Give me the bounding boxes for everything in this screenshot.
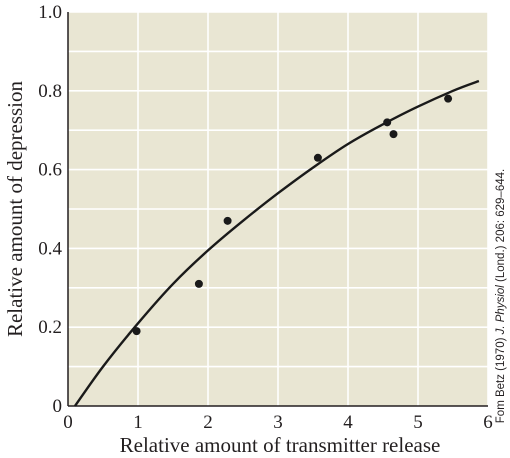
- data-point: [389, 130, 398, 139]
- data-point: [132, 327, 141, 336]
- x-tick-label: 2: [203, 412, 213, 433]
- data-point: [313, 153, 322, 162]
- x-tick-label: 1: [133, 412, 143, 433]
- y-tick-label: 0.2: [38, 317, 62, 338]
- x-tick-label: 5: [413, 412, 423, 433]
- y-tick-label: 0.6: [38, 160, 62, 181]
- x-tick-label: 4: [343, 412, 353, 433]
- x-axis-label: Relative amount of transmitter release: [120, 433, 441, 457]
- credit-suffix: (Lond.) 206: 629–644.: [495, 169, 507, 285]
- y-tick-label: 1.0: [38, 2, 62, 23]
- y-axis-label: Relative amount of depression: [3, 80, 27, 337]
- grid-lines: [68, 11, 489, 406]
- x-tick-label: 0: [63, 412, 73, 433]
- axes: [67, 12, 488, 407]
- data-point: [194, 279, 203, 288]
- credit-journal: J. Physiol: [495, 285, 507, 336]
- data-point: [444, 94, 453, 103]
- x-tick-label: 3: [273, 412, 283, 433]
- y-tick-label: 0.4: [38, 238, 62, 259]
- data-point: [383, 118, 392, 127]
- x-tick-label: 6: [483, 412, 493, 433]
- y-tick-label: 0: [53, 396, 63, 417]
- credit-prefix: Fom Betz (1970): [495, 334, 507, 423]
- fit-curve: [74, 79, 480, 407]
- credit-text: Fom Betz (1970) J. Physiol (Lond.) 206: …: [495, 169, 507, 423]
- data-point: [223, 216, 232, 225]
- y-tick-label: 0.8: [38, 81, 62, 102]
- y-tick-labels: 0 0.2 0.4 0.6 0.8 1.0: [38, 2, 62, 417]
- data-points: [132, 94, 453, 336]
- x-tick-labels: 0 1 2 3 4 5 6: [63, 412, 493, 433]
